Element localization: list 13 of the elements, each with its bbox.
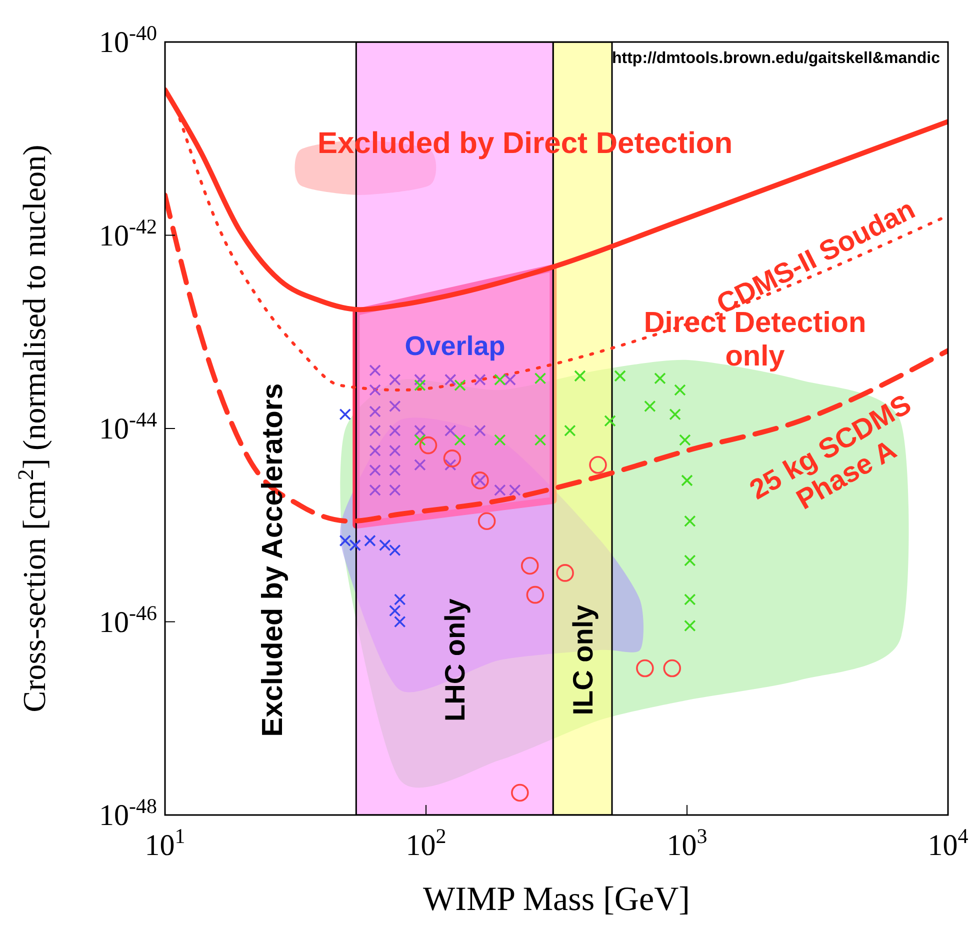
- y-tick-label: 10$^{-40}$: [99, 21, 157, 59]
- annotation: Excluded by Accelerators: [257, 383, 289, 737]
- y-tick-label: 10$^{-42}$: [99, 214, 157, 252]
- annotation: http://dmtools.brown.edu/gaitskell&mandic: [612, 50, 940, 67]
- y-tick-label: 10$^{-44}$: [99, 408, 158, 446]
- x-tick-label: 10$^{4}$: [928, 824, 969, 862]
- x-tick-label: 10$^{2}$: [406, 824, 446, 862]
- y-tick-label: 10$^{-46}$: [99, 600, 157, 639]
- band-label: LHC only: [440, 598, 471, 722]
- x-tick-label: 10$^{3}$: [666, 824, 708, 862]
- annotation: Overlap: [404, 331, 506, 361]
- band-label: ILC only: [568, 604, 599, 716]
- x-axis-title: WIMP Mass [GeV]: [423, 881, 690, 918]
